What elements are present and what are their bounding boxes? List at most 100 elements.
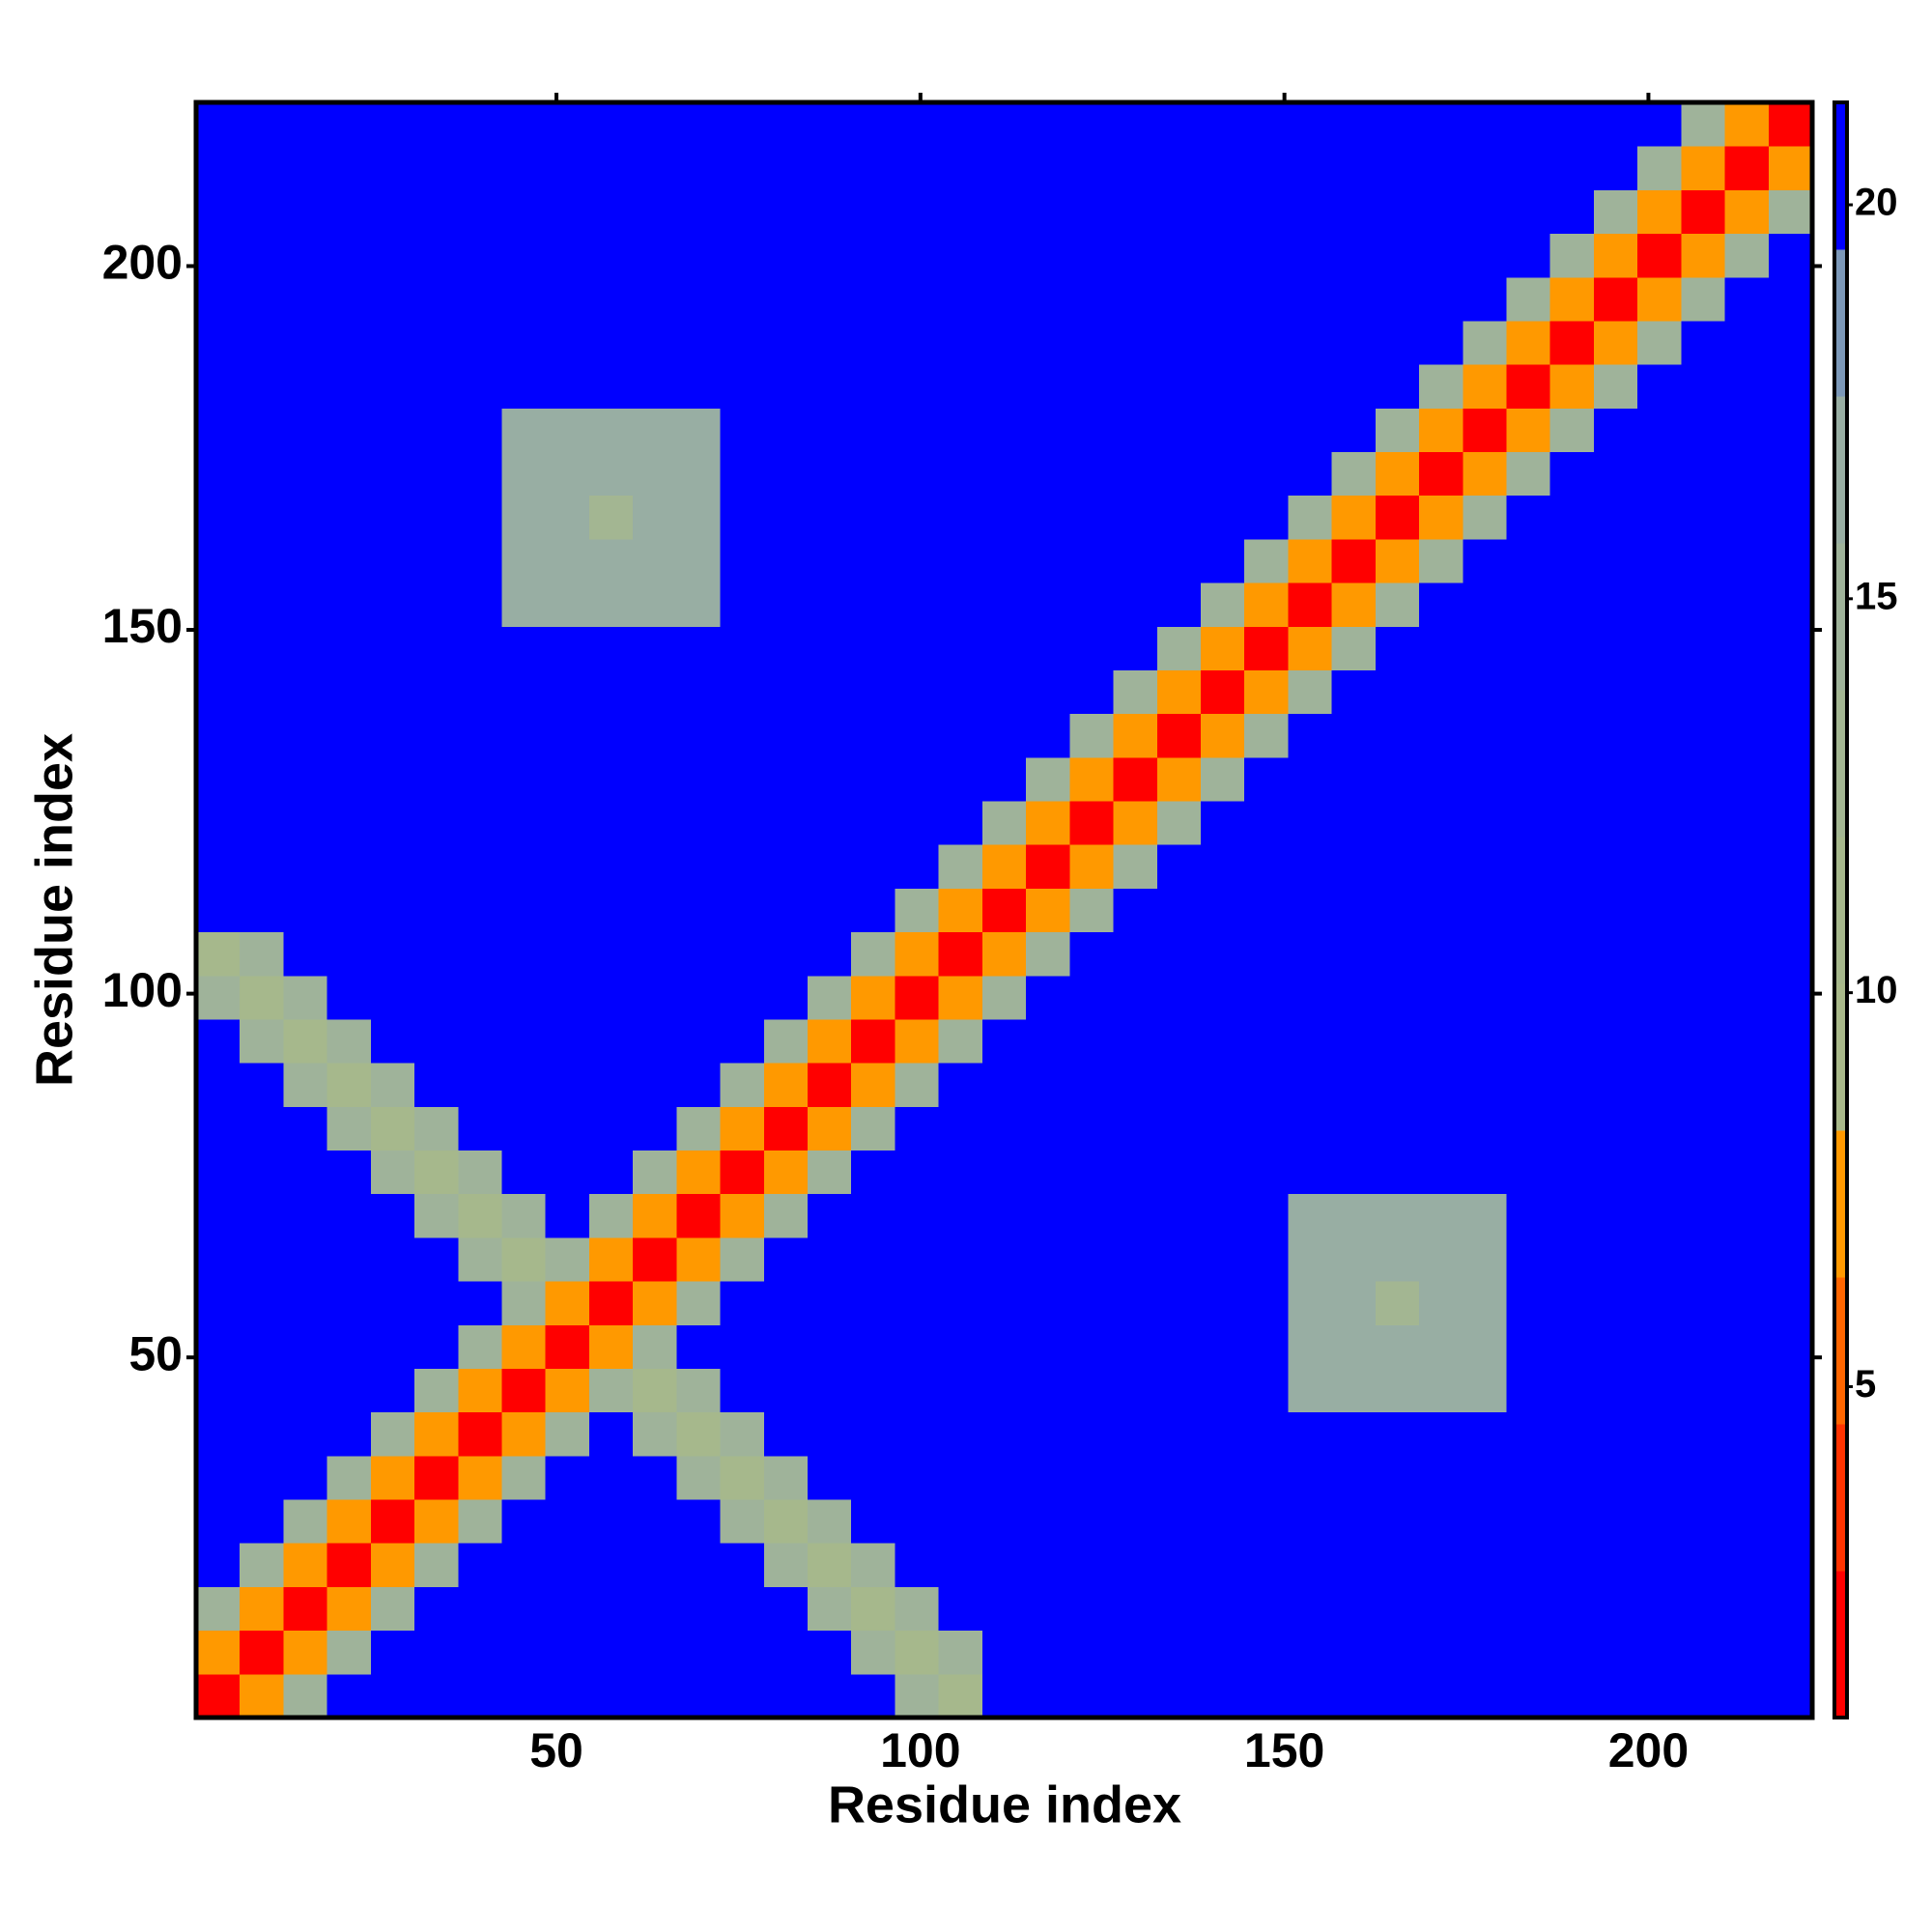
heatmap-cell — [1113, 1193, 1158, 1238]
heatmap-cell — [1506, 451, 1551, 497]
heatmap-cell — [1331, 1106, 1377, 1151]
heatmap-cell — [1768, 975, 1813, 1020]
heatmap-cell — [1549, 713, 1595, 758]
heatmap-cell — [196, 102, 241, 147]
heatmap-cell — [851, 233, 895, 278]
heatmap-cell — [633, 1455, 677, 1500]
heatmap-cell — [1113, 1630, 1158, 1675]
heatmap-cell — [1768, 1586, 1813, 1632]
heatmap-cell — [720, 146, 765, 190]
heatmap-cell — [851, 1193, 895, 1238]
heatmap-cell — [1375, 1236, 1420, 1282]
heatmap-cell — [501, 888, 547, 933]
heatmap-cell — [676, 146, 722, 190]
heatmap-cell — [1331, 1018, 1377, 1064]
heatmap-cell — [938, 756, 983, 802]
heatmap-cell — [895, 1018, 940, 1064]
heatmap-cell — [1331, 582, 1377, 627]
heatmap-cell — [808, 1499, 852, 1544]
heatmap-cell — [1681, 801, 1726, 845]
heatmap-cell — [851, 1106, 895, 1151]
heatmap-cell — [1768, 495, 1813, 540]
heatmap-cell — [1156, 1455, 1202, 1500]
heatmap-cell — [1113, 1281, 1158, 1325]
colorbar-band — [1834, 1571, 1847, 1719]
heatmap-cell — [676, 669, 722, 715]
heatmap-cell — [808, 538, 852, 583]
heatmap-cell — [501, 189, 547, 235]
heatmap-cell — [1419, 233, 1463, 278]
heatmap-cell — [1724, 1193, 1770, 1238]
heatmap-cell — [633, 888, 677, 933]
heatmap-cell — [1681, 1673, 1726, 1719]
heatmap-cell — [1026, 1236, 1070, 1282]
heatmap-cell — [196, 1193, 241, 1238]
heatmap-cell — [414, 1455, 459, 1500]
heatmap-cell — [1069, 146, 1115, 190]
heatmap-cell — [851, 1063, 895, 1107]
heatmap-cell — [588, 1150, 634, 1195]
heatmap-cell — [1069, 364, 1115, 409]
y-axis-title: Residue index — [25, 733, 83, 1087]
heatmap-cell — [1069, 1150, 1115, 1195]
heatmap-cell — [938, 1499, 983, 1544]
heatmap-cell — [1156, 1281, 1202, 1325]
heatmap-cell — [1637, 320, 1682, 365]
heatmap-cell — [633, 669, 677, 715]
heatmap-cell — [1288, 1106, 1333, 1151]
heatmap-cell — [938, 582, 983, 627]
heatmap-cell — [370, 276, 415, 322]
heatmap-cell — [327, 276, 372, 322]
heatmap-cell — [938, 1018, 983, 1064]
heatmap-cell — [1681, 1630, 1726, 1675]
plot-frame — [193, 99, 1815, 1720]
heatmap-cell — [1637, 1324, 1682, 1369]
heatmap-cell — [938, 320, 983, 365]
heatmap-cell — [1593, 931, 1638, 977]
heatmap-cell — [1331, 1236, 1377, 1282]
heatmap-cell — [1288, 320, 1333, 365]
heatmap-cell — [981, 146, 1027, 190]
heatmap-cell — [895, 844, 940, 889]
heatmap-cell — [1724, 1368, 1770, 1413]
heatmap-cell — [1637, 1236, 1682, 1282]
heatmap-cell — [501, 1018, 547, 1064]
heatmap-cell — [327, 146, 372, 190]
heatmap-cell — [240, 1411, 284, 1457]
heatmap-cell — [676, 1150, 722, 1195]
heatmap-cell — [1288, 1324, 1333, 1369]
heatmap-cell — [1244, 233, 1289, 278]
heatmap-cell — [196, 888, 241, 933]
heatmap-cell — [1200, 1324, 1245, 1369]
heatmap-cell — [1506, 495, 1551, 540]
heatmap-cell — [545, 364, 590, 409]
heatmap-cell — [1419, 669, 1463, 715]
heatmap-cell — [1681, 1455, 1726, 1500]
heatmap-cell — [1593, 975, 1638, 1020]
heatmap-cell — [1637, 756, 1682, 802]
heatmap-cell — [283, 1236, 328, 1282]
heatmap-cell — [851, 1324, 895, 1369]
heatmap-cell — [1724, 189, 1770, 235]
heatmap-cell — [1419, 1455, 1463, 1500]
heatmap-cell — [1681, 364, 1726, 409]
heatmap-cell — [1768, 1236, 1813, 1282]
heatmap-cell — [895, 408, 940, 453]
heatmap-cell — [588, 1324, 634, 1369]
heatmap-cell — [1026, 364, 1070, 409]
heatmap-cell — [851, 538, 895, 583]
heatmap-cell — [414, 1499, 459, 1544]
y-tick-label: 50 — [128, 1326, 183, 1380]
heatmap-cell — [283, 582, 328, 627]
heatmap-cell — [808, 888, 852, 933]
heatmap-cell — [545, 1236, 590, 1282]
heatmap-cell — [1549, 1411, 1595, 1457]
heatmap-cell — [1244, 1455, 1289, 1500]
heatmap-cell — [1768, 801, 1813, 845]
heatmap-cell — [938, 888, 983, 933]
heatmap-cell — [1506, 1411, 1551, 1457]
heatmap-cell — [1375, 189, 1420, 235]
heatmap-cell — [414, 1018, 459, 1064]
heatmap-cell — [1637, 1586, 1682, 1632]
heatmap-cell — [1681, 1236, 1726, 1282]
